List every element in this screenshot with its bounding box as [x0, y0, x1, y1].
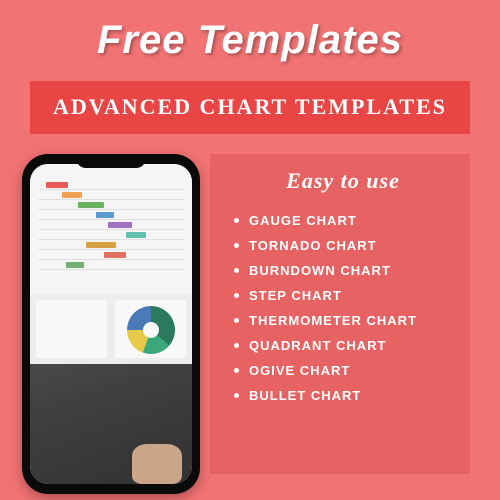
list-item: BURNDOWN CHART	[234, 258, 452, 283]
gantt-row	[38, 220, 184, 230]
hand-shape	[132, 444, 182, 484]
gantt-row	[38, 190, 184, 200]
gantt-area	[30, 164, 192, 294]
list-item: STEP CHART	[234, 283, 452, 308]
list-item: QUADRANT CHART	[234, 333, 452, 358]
list-item: GAUGE CHART	[234, 208, 452, 233]
phone-mockup-wrap	[0, 154, 210, 474]
gantt-bar	[46, 182, 68, 188]
mini-panel-left	[36, 300, 107, 358]
list-item: OGIVE CHART	[234, 358, 452, 383]
gantt-row	[38, 210, 184, 220]
list-item: TORNADO CHART	[234, 233, 452, 258]
gantt-bar	[96, 212, 114, 218]
laptop-area	[30, 364, 192, 484]
phone-screen	[30, 164, 192, 484]
gantt-bar	[108, 222, 132, 228]
list-title: Easy to use	[234, 168, 452, 194]
gantt-bar	[62, 192, 82, 198]
main-title: Free Templates	[0, 0, 500, 63]
gantt-row	[38, 230, 184, 240]
list-item: BULLET CHART	[234, 383, 452, 408]
infographic-canvas: Free Templates ADVANCED CHART TEMPLATES	[0, 0, 500, 500]
gantt-bar	[86, 242, 116, 248]
gantt-bar	[78, 202, 104, 208]
gantt-row	[38, 250, 184, 260]
gantt-row	[38, 240, 184, 250]
gantt-row	[38, 180, 184, 190]
list-panel: Easy to use GAUGE CHARTTORNADO CHARTBURN…	[210, 154, 470, 474]
phone-frame	[22, 154, 200, 494]
phone-notch	[76, 154, 146, 168]
mini-panel-right	[115, 300, 186, 358]
gantt-bar	[104, 252, 126, 258]
dashboard-mid	[30, 294, 192, 364]
gantt-bar	[126, 232, 146, 238]
list-item: THERMOMETER CHART	[234, 308, 452, 333]
pie-chart-icon	[127, 306, 175, 354]
gantt-bar	[66, 262, 84, 268]
gantt-row	[38, 200, 184, 210]
subtitle-text: ADVANCED CHART TEMPLATES	[50, 93, 450, 122]
chart-type-list: GAUGE CHARTTORNADO CHARTBURNDOWN CHARTST…	[234, 208, 452, 408]
subtitle-band: ADVANCED CHART TEMPLATES	[30, 81, 470, 134]
lower-section: Easy to use GAUGE CHARTTORNADO CHARTBURN…	[0, 154, 500, 474]
gantt-row	[38, 260, 184, 270]
